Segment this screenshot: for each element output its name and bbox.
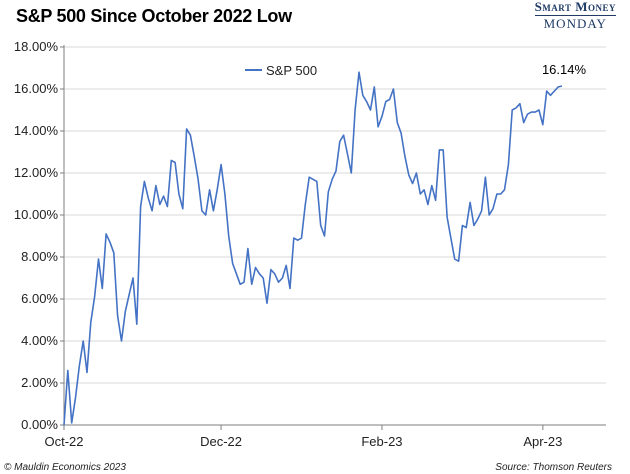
legend: S&P 500 (245, 63, 317, 78)
y-tick-label: 0.00% (21, 417, 58, 432)
y-tick-label: 4.00% (21, 333, 58, 348)
y-tick-label: 16.00% (14, 81, 59, 96)
x-tick-label: Dec-22 (200, 434, 242, 449)
y-tick-label: 6.00% (21, 291, 58, 306)
y-tick-label: 18.00% (14, 39, 59, 54)
brand-logo: Smart Money MONDAY (534, 0, 616, 30)
x-tick-label: Apr-23 (523, 434, 562, 449)
y-axis-ticks: 0.00% 2.00% 4.00% 6.00% 8.00% 10.00% 12.00% 14.… (14, 39, 59, 432)
gridlines (64, 46, 606, 384)
chart-title: S&P 500 Since October 2022 Low (16, 6, 292, 26)
source-note: Source: Thomson Reuters (495, 462, 612, 473)
y-tick-label: 2.00% (21, 375, 58, 390)
brand-line-1: Smart Money (534, 0, 616, 14)
x-tick-label: Oct-22 (44, 434, 83, 449)
y-tick-label: 12.00% (14, 165, 59, 180)
y-tick-label: 8.00% (21, 249, 58, 264)
series-group (63, 71, 563, 426)
x-tick-label: Feb-23 (361, 434, 402, 449)
series-line-sp500 (63, 71, 563, 426)
y-tick-label: 14.00% (14, 123, 59, 138)
legend-label: S&P 500 (266, 63, 317, 78)
copyright-note: © Mauldin Economics 2023 (4, 462, 126, 473)
y-tick-label: 10.00% (14, 207, 59, 222)
x-axis-ticks: Oct-22 Dec-22 Feb-23 Apr-23 (44, 434, 562, 449)
brand-line-2: MONDAY (534, 15, 616, 30)
last-value-annotation: 16.14% (542, 62, 587, 77)
axes (60, 45, 606, 430)
